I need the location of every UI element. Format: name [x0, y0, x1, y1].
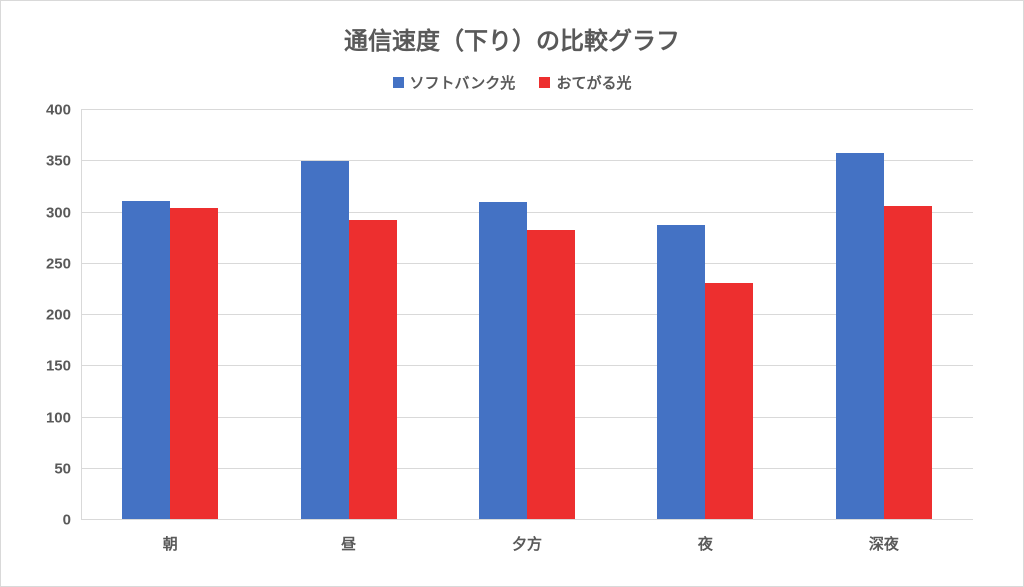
legend-label-0: ソフトバンク光 — [410, 72, 516, 93]
category-group — [795, 109, 973, 519]
legend-swatch-1 — [539, 77, 550, 88]
category-group — [259, 109, 437, 519]
legend-item-0: ソフトバンク光 — [393, 72, 516, 93]
category-group — [81, 109, 259, 519]
y-tick-label: 350 — [46, 153, 81, 170]
x-axis: 朝昼夕方夜深夜 — [81, 519, 973, 554]
y-tick-label: 50 — [54, 460, 81, 477]
bar — [479, 202, 527, 519]
legend-label-1: おてがる光 — [556, 72, 631, 93]
bar — [301, 161, 349, 519]
bar — [884, 206, 932, 519]
y-tick-label: 400 — [46, 102, 81, 119]
category-group — [438, 109, 616, 519]
x-tick-label: 昼 — [259, 519, 437, 554]
bar — [836, 153, 884, 519]
bar — [527, 230, 575, 519]
plot-area: 050100150200250300350400 — [81, 109, 973, 519]
y-tick-label: 150 — [46, 358, 81, 375]
x-tick-label: 朝 — [81, 519, 259, 554]
bar — [170, 208, 218, 519]
x-tick-label: 夜 — [616, 519, 794, 554]
y-tick-label: 0 — [63, 512, 81, 529]
bar — [349, 220, 397, 519]
x-tick-label: 夕方 — [438, 519, 616, 554]
y-tick-label: 300 — [46, 204, 81, 221]
x-tick-label: 深夜 — [795, 519, 973, 554]
bar — [122, 201, 170, 519]
y-tick-label: 100 — [46, 409, 81, 426]
chart-title: 通信速度（下り）の比較グラフ — [31, 21, 993, 56]
bar — [705, 283, 753, 519]
y-tick-label: 250 — [46, 255, 81, 272]
legend-swatch-0 — [393, 77, 404, 88]
gridline: 0 — [81, 519, 973, 520]
bar — [657, 225, 705, 519]
legend: ソフトバンク光 おてがる光 — [31, 72, 993, 93]
chart-container: 通信速度（下り）の比較グラフ ソフトバンク光 おてがる光 05010015020… — [0, 0, 1024, 587]
bars-group — [81, 109, 973, 519]
legend-item-1: おてがる光 — [539, 72, 631, 93]
category-group — [616, 109, 794, 519]
y-tick-label: 200 — [46, 307, 81, 324]
